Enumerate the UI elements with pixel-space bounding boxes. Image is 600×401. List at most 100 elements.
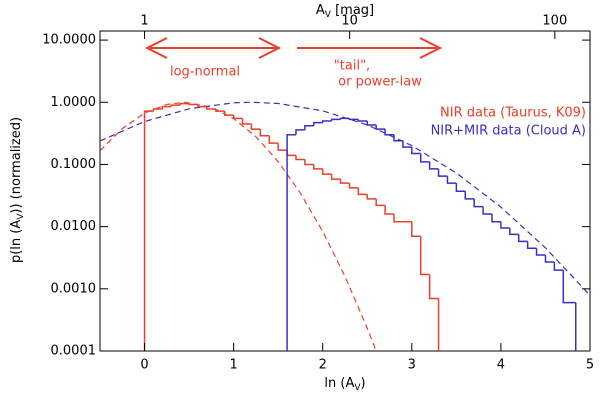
histogram-step xyxy=(304,159,314,166)
histogram-step xyxy=(366,120,377,126)
histogram-step xyxy=(197,104,207,108)
x2-tick-label: 1 xyxy=(140,14,148,29)
histogram-step xyxy=(321,120,332,123)
histogram-step xyxy=(313,164,323,170)
histogram-step xyxy=(357,187,368,196)
label-part: V xyxy=(16,213,26,220)
histogram-step xyxy=(206,106,216,110)
histogram-step xyxy=(384,205,394,215)
x-tick-label: 0 xyxy=(140,358,148,373)
histogram-step xyxy=(393,134,403,142)
histogram-step xyxy=(419,236,430,276)
histogram-step xyxy=(295,155,305,161)
histogram-step xyxy=(268,135,279,144)
plot-frame xyxy=(99,30,591,352)
histogram-step xyxy=(446,176,457,184)
histogram-step xyxy=(170,104,181,107)
label-part: p(ln (A xyxy=(9,220,24,263)
y-tick-label: 0.0100 xyxy=(51,219,97,234)
histogram-step xyxy=(482,206,492,215)
arrow-head xyxy=(419,37,443,59)
histogram-step xyxy=(161,105,172,109)
top-axis-label: AV [mag] xyxy=(316,3,374,20)
histogram-step xyxy=(348,183,359,189)
plot-area xyxy=(100,101,590,351)
histogram-step xyxy=(375,198,386,207)
histogram-step xyxy=(455,183,466,193)
histogram-step xyxy=(304,124,314,130)
histogram-step xyxy=(500,221,510,229)
histogram-step xyxy=(143,110,154,351)
arrows xyxy=(144,37,443,59)
histogram-step xyxy=(517,234,528,243)
histogram-step xyxy=(375,125,386,130)
histogram-step xyxy=(419,153,430,163)
x-tick-label: 4 xyxy=(497,358,505,373)
histogram-step xyxy=(259,129,270,137)
histogram-step xyxy=(437,168,448,177)
histogram-step xyxy=(232,115,243,120)
histogram-step xyxy=(152,108,163,112)
x2-tick-label: 100 xyxy=(542,14,567,29)
x-tick-label: 1 xyxy=(229,358,237,373)
arrow-head xyxy=(258,37,282,59)
histogram-step xyxy=(277,143,288,151)
x-axis-label: ln (AV) xyxy=(324,376,365,393)
y-tick-label: 10.0000 xyxy=(42,33,96,48)
annotation: or power-law xyxy=(338,75,422,90)
histogram-step xyxy=(286,134,296,351)
label-part: ) xyxy=(361,376,366,391)
histogram-step xyxy=(411,147,421,155)
y-tick-label: 0.0001 xyxy=(51,344,97,359)
y-tick-label: 0.0010 xyxy=(51,281,97,296)
histogram-step xyxy=(339,179,350,184)
fit-curve xyxy=(100,101,377,351)
histogram-step xyxy=(509,228,519,236)
histogram-step xyxy=(348,118,359,121)
histogram-step xyxy=(411,221,421,238)
histogram-step xyxy=(473,198,484,208)
histogram-step xyxy=(562,270,576,304)
histogram-step xyxy=(384,129,394,136)
histogram-step xyxy=(241,118,252,125)
label-part: [mag] xyxy=(331,3,374,18)
label-part: A xyxy=(316,3,325,18)
y-tick-label: 1.0000 xyxy=(51,95,97,110)
legend-entry: NIR data (Taurus, K09) xyxy=(440,106,586,121)
legend-entry: NIR+MIR data (Cloud A) xyxy=(431,124,586,139)
histogram-step xyxy=(526,241,537,249)
label-part: ln (A xyxy=(324,376,354,391)
histogram-step xyxy=(491,213,501,223)
histogram-step xyxy=(250,123,261,130)
histogram-step xyxy=(339,117,350,120)
histogram-step xyxy=(535,248,546,256)
histogram-step xyxy=(402,140,412,148)
label-part: )) (normalized) xyxy=(9,117,24,214)
histogram-step xyxy=(464,191,475,200)
histogram-step xyxy=(330,118,341,121)
histogram-step xyxy=(179,102,190,106)
histogram-step xyxy=(223,111,234,116)
histogram-step xyxy=(286,150,296,157)
histogram-step xyxy=(321,168,332,175)
histogram-step xyxy=(330,174,341,180)
axes: 0 1 2 3 4 5 1 10 100 10.0000 1.0000 0.1000 0.0100 0.0… xyxy=(42,14,594,373)
x2-tick-label: 10 xyxy=(341,14,358,29)
fit-curve xyxy=(100,101,590,296)
annotation: "tail", xyxy=(334,59,370,74)
histogram-step xyxy=(215,108,225,112)
label-part: V xyxy=(325,10,332,20)
x-tick-label: 2 xyxy=(319,358,327,373)
histogram-step xyxy=(553,261,564,271)
annotation: log-normal xyxy=(170,65,240,80)
histogram-step xyxy=(393,213,403,223)
histogram-step xyxy=(544,254,555,263)
histogram-step xyxy=(428,161,439,170)
histogram-step xyxy=(366,194,377,200)
histogram-step xyxy=(188,103,198,106)
arrow-head xyxy=(144,37,168,59)
histogram-step xyxy=(313,121,323,126)
histogram-step xyxy=(428,274,439,300)
